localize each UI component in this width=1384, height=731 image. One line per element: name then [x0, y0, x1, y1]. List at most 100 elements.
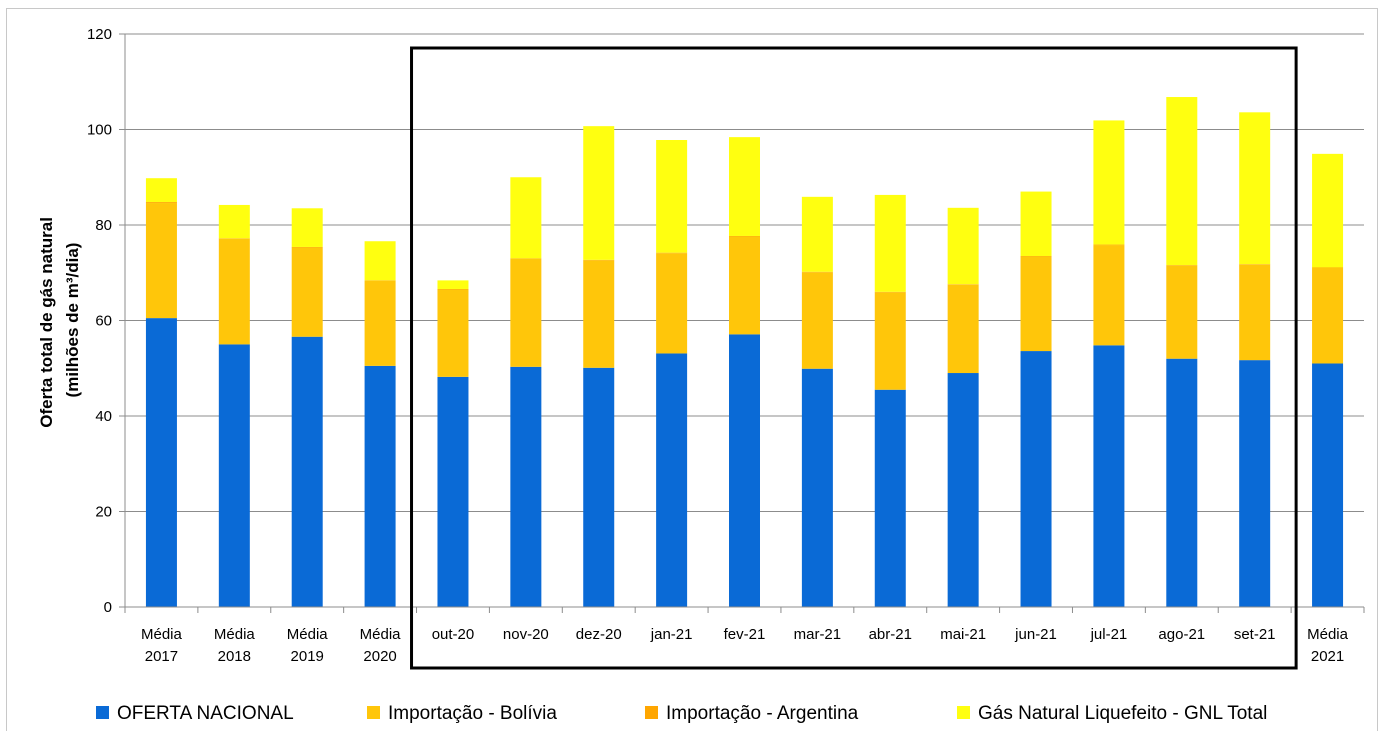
bar-segment-series-1: [145, 203, 177, 319]
bar-segment-series-3: [510, 177, 542, 259]
bar-segment-series-0: [510, 366, 542, 607]
y-tick-label: 60: [95, 313, 112, 330]
x-tick-label: out-20: [432, 626, 475, 643]
bar-segment-series-1: [218, 238, 250, 345]
x-tick-label: jun-21: [1014, 626, 1057, 643]
y-axis-label-line-2: (milhões de m³/dia): [63, 243, 82, 398]
bar-segment-series-0: [1166, 358, 1198, 607]
bar-segment-series-1: [801, 272, 833, 369]
bar-segment-series-0: [1093, 345, 1125, 607]
axes: [119, 33, 1365, 613]
bar-segment-series-1: [947, 284, 979, 374]
x-tick-label: Média: [287, 626, 329, 643]
x-tick-label: ago-21: [1158, 626, 1205, 643]
bar-stacks: [145, 97, 1344, 607]
bar-segment-series-3: [1312, 153, 1344, 268]
legend-swatch: [957, 706, 970, 719]
bar-segment-series-1: [1166, 265, 1198, 359]
bar-segment-series-1: [1020, 256, 1052, 352]
bar-segment-series-1: [291, 247, 323, 337]
x-tick-label: abr-21: [869, 626, 912, 643]
bar-segment-series-0: [145, 318, 177, 607]
bar-segment-series-0: [729, 334, 760, 607]
bar-segment-series-1: [583, 260, 615, 368]
bar-segment-series-1: [874, 292, 906, 390]
legend-label: OFERTA NACIONAL: [117, 703, 294, 724]
bar-segment-series-0: [437, 376, 469, 607]
x-tick-label: mar-21: [794, 626, 842, 643]
x-tick-label: Média: [141, 626, 183, 643]
bar-segment-series-3: [1239, 112, 1271, 265]
bar-segment-series-0: [874, 389, 906, 607]
bar-segment-series-1: [729, 236, 760, 335]
legend-swatch: [367, 706, 380, 719]
y-axis-label: Oferta total de gás natural (milhões de …: [37, 212, 82, 427]
bar-segment-series-3: [145, 178, 177, 203]
bar-segment-series-1: [437, 289, 469, 377]
x-tick-labels: Média 2017 Média 2018 Média 2019 Média 2020 out-…: [141, 626, 1349, 665]
chart-frame: [6, 8, 1378, 731]
bar-segment-series-1: [364, 280, 396, 366]
x-tick-label: 2020: [363, 648, 396, 665]
x-tick-label: 2021: [1311, 648, 1344, 665]
x-tick-label: 2019: [291, 648, 324, 665]
legend-swatch: [96, 706, 109, 719]
bar-segment-series-3: [364, 241, 396, 281]
bar-segment-series-2: [145, 202, 177, 204]
y-tick-label: 0: [104, 599, 112, 616]
x-tick-label: mai-21: [940, 626, 986, 643]
legend-label: Importação - Argentina: [666, 703, 859, 724]
bar-segment-series-0: [291, 336, 323, 607]
bar-segment-series-1: [1239, 264, 1271, 361]
highlight-box: [410, 46, 1298, 670]
x-tick-label: fev-21: [724, 626, 766, 643]
y-tick-label: 100: [87, 122, 112, 139]
bar-segment-series-1: [510, 258, 542, 367]
bar-segment-series-3: [801, 196, 833, 272]
bar-segment-series-0: [1239, 360, 1271, 607]
y-tick-label: 40: [95, 408, 112, 425]
bar-segment-series-3: [947, 207, 979, 285]
bar-segment-series-3: [874, 194, 906, 292]
bar-segment-series-3: [583, 126, 615, 260]
bar-segment-series-3: [1020, 191, 1052, 257]
bar-segment-series-3: [1166, 97, 1198, 266]
bar-segment-series-3: [729, 137, 760, 236]
legend-label: Importação - Bolívia: [388, 703, 557, 724]
x-tick-label: nov-20: [503, 626, 549, 643]
bar-segment-series-3: [437, 280, 469, 289]
legend-label: Gás Natural Liquefeito - GNL Total: [978, 703, 1267, 724]
x-tick-label: Média: [214, 626, 256, 643]
legend: OFERTA NACIONAL Importação - Bolívia Impor…: [96, 703, 1267, 724]
x-tick-label: 2017: [145, 648, 178, 665]
bar-segment-series-0: [583, 367, 615, 607]
bar-segment-series-0: [218, 344, 250, 607]
x-tick-label: 2018: [218, 648, 251, 665]
y-axis-label-line-1: Oferta total de gás natural: [37, 217, 56, 428]
x-tick-label: jul-21: [1090, 626, 1128, 643]
bar-segment-series-3: [291, 208, 323, 247]
y-tick-label: 20: [95, 504, 112, 521]
x-tick-label: set-21: [1234, 626, 1276, 643]
y-tick-label: 120: [87, 26, 112, 43]
bar-segment-series-0: [801, 368, 833, 607]
x-tick-label: dez-20: [576, 626, 622, 643]
bar-segment-series-3: [1093, 120, 1125, 245]
y-tick-label: 80: [95, 217, 112, 234]
bar-segment-series-3: [218, 204, 250, 239]
bar-segment-series-1: [1093, 245, 1125, 346]
bar-segment-series-1: [1312, 267, 1344, 364]
y-tick-labels: 0 20 40 60 80 100 120: [87, 26, 112, 616]
bar-segment-series-0: [1312, 363, 1344, 607]
bar-segment-series-1: [656, 253, 688, 354]
x-tick-label: jan-21: [650, 626, 693, 643]
bar-segment-series-3: [656, 140, 688, 253]
legend-swatch: [645, 706, 658, 719]
bar-segment-series-0: [364, 365, 396, 607]
x-tick-label: Média: [1307, 626, 1349, 643]
bar-segment-series-0: [947, 373, 979, 607]
x-tick-label: Média: [360, 626, 402, 643]
bar-segment-series-0: [656, 353, 688, 607]
bar-segment-series-0: [1020, 351, 1052, 607]
